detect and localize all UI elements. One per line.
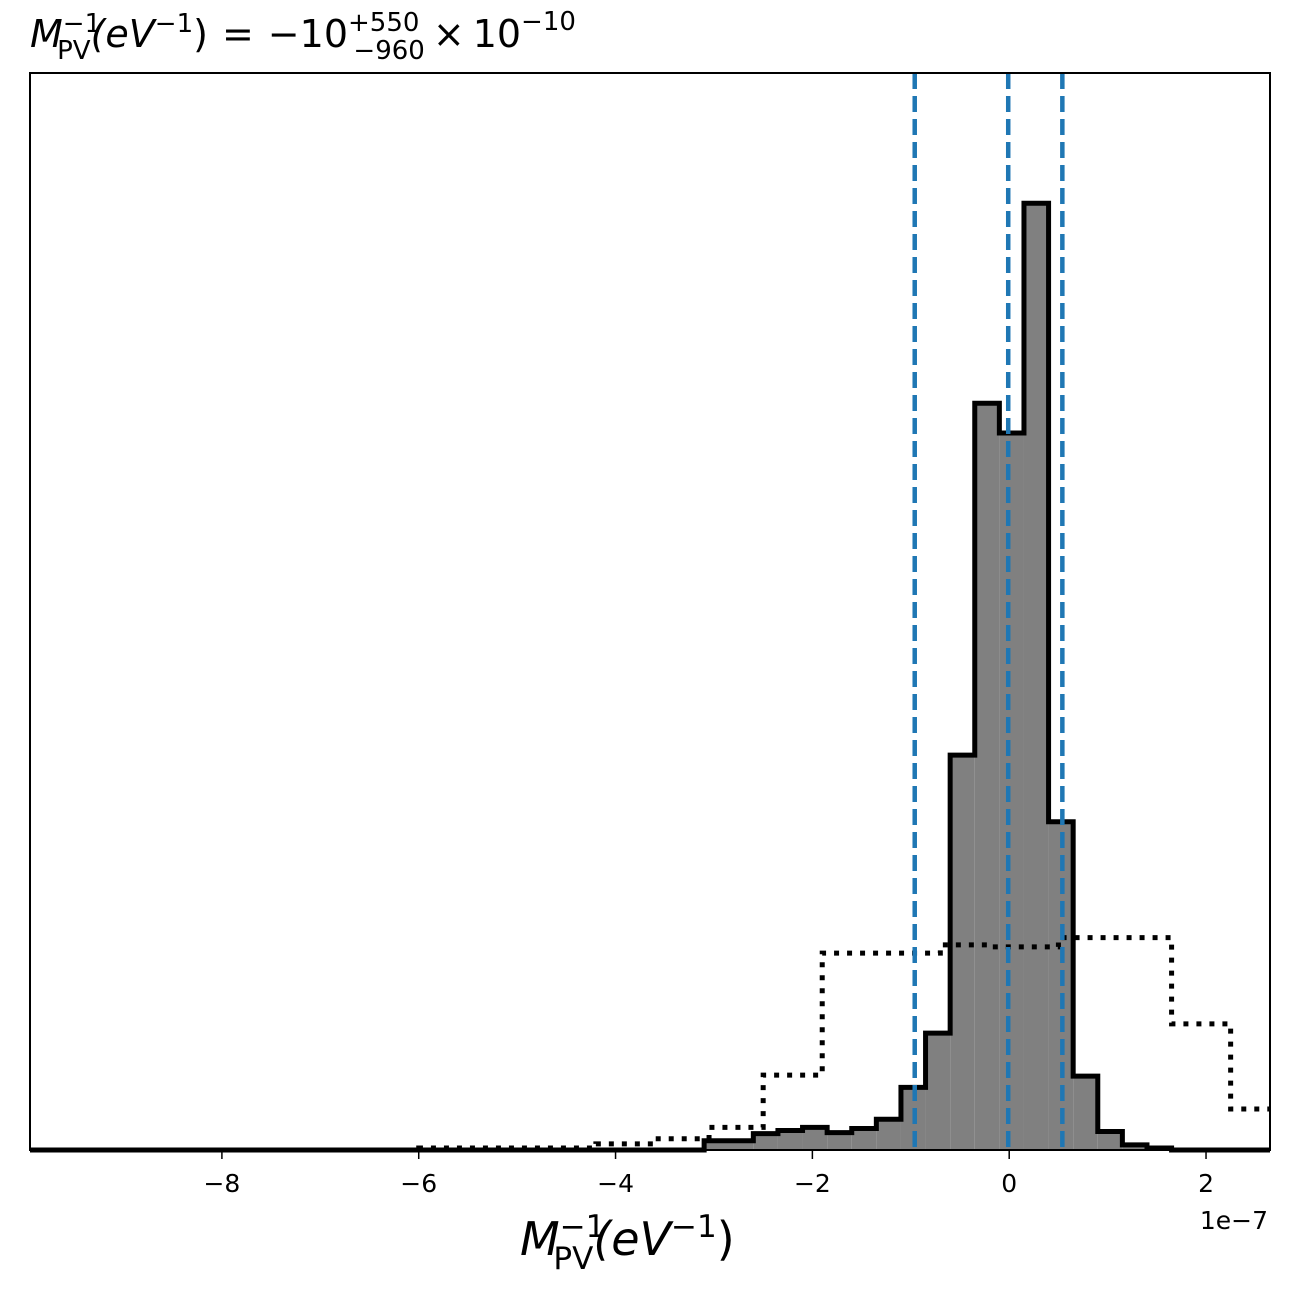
credible-interval-lines [912,73,1065,1150]
posterior-bar [974,403,1000,1150]
posterior-bar [1023,203,1049,1150]
posterior-histogram [30,200,1270,1153]
chart-title: M−1 PV(eV−1) = −10+550 −960 × 10−10 [30,7,576,66]
x-tick-label: −2 [794,1169,831,1198]
title-base: 10 [473,12,521,56]
plot-frame [29,72,1271,1151]
posterior-bar [704,1140,754,1150]
title-exp: −10 [521,7,576,37]
posterior-bar [1097,1131,1123,1150]
posterior-bar [925,1033,951,1150]
x-tick-label: 0 [1001,1169,1017,1198]
title-unit-sup: −1 [155,9,193,39]
title-symbol: M [30,12,63,56]
title-unit-close: ) [193,12,208,56]
xlabel-symbol-sup: −1 [560,1209,606,1245]
xlabel-symbol-sub: PV [553,1241,593,1277]
prior-outline [30,935,1270,1153]
posterior-bar [999,433,1024,1150]
x-axis-label: M−1 PV(eV−1) [520,1209,735,1277]
x-tick-label: −4 [597,1169,634,1198]
posterior-bar [827,1132,852,1150]
posterior-bar [802,1127,828,1150]
prior-histogram [30,935,1270,1153]
x-tick-label: 2 [1198,1169,1214,1198]
posterior-bar [753,1133,778,1150]
posterior-bar [1122,1144,1147,1150]
posterior-bar [1073,1076,1098,1150]
title-equals: = [222,12,254,56]
posterior-outline [30,200,1270,1153]
title-times: × [433,12,465,56]
xlabel-unit: (eV [593,1212,674,1266]
x-tick-label: −8 [203,1169,240,1198]
xlabel-unit-close: ) [717,1212,735,1266]
title-err-plus: +550 [348,8,419,38]
xlabel-symbol: M [520,1212,560,1266]
title-unit: (eV [91,12,158,56]
x-axis: −8 −6 −4 −2 0 2 [203,1150,1214,1198]
posterior-bar [876,1119,901,1150]
posterior-bar [851,1128,877,1150]
x-tick-label: −6 [400,1169,437,1198]
title-symbol-sup: −1 [63,9,101,39]
title-mantissa: −10 [268,12,348,56]
posterior-bar [777,1130,803,1150]
posterior-bar [950,755,975,1150]
x-offset-label: 1e−7 [1200,1206,1268,1235]
xlabel-unit-sup: −1 [671,1209,717,1245]
title-err-minus: −960 [353,36,424,66]
title-symbol-sub: PV [57,36,91,66]
